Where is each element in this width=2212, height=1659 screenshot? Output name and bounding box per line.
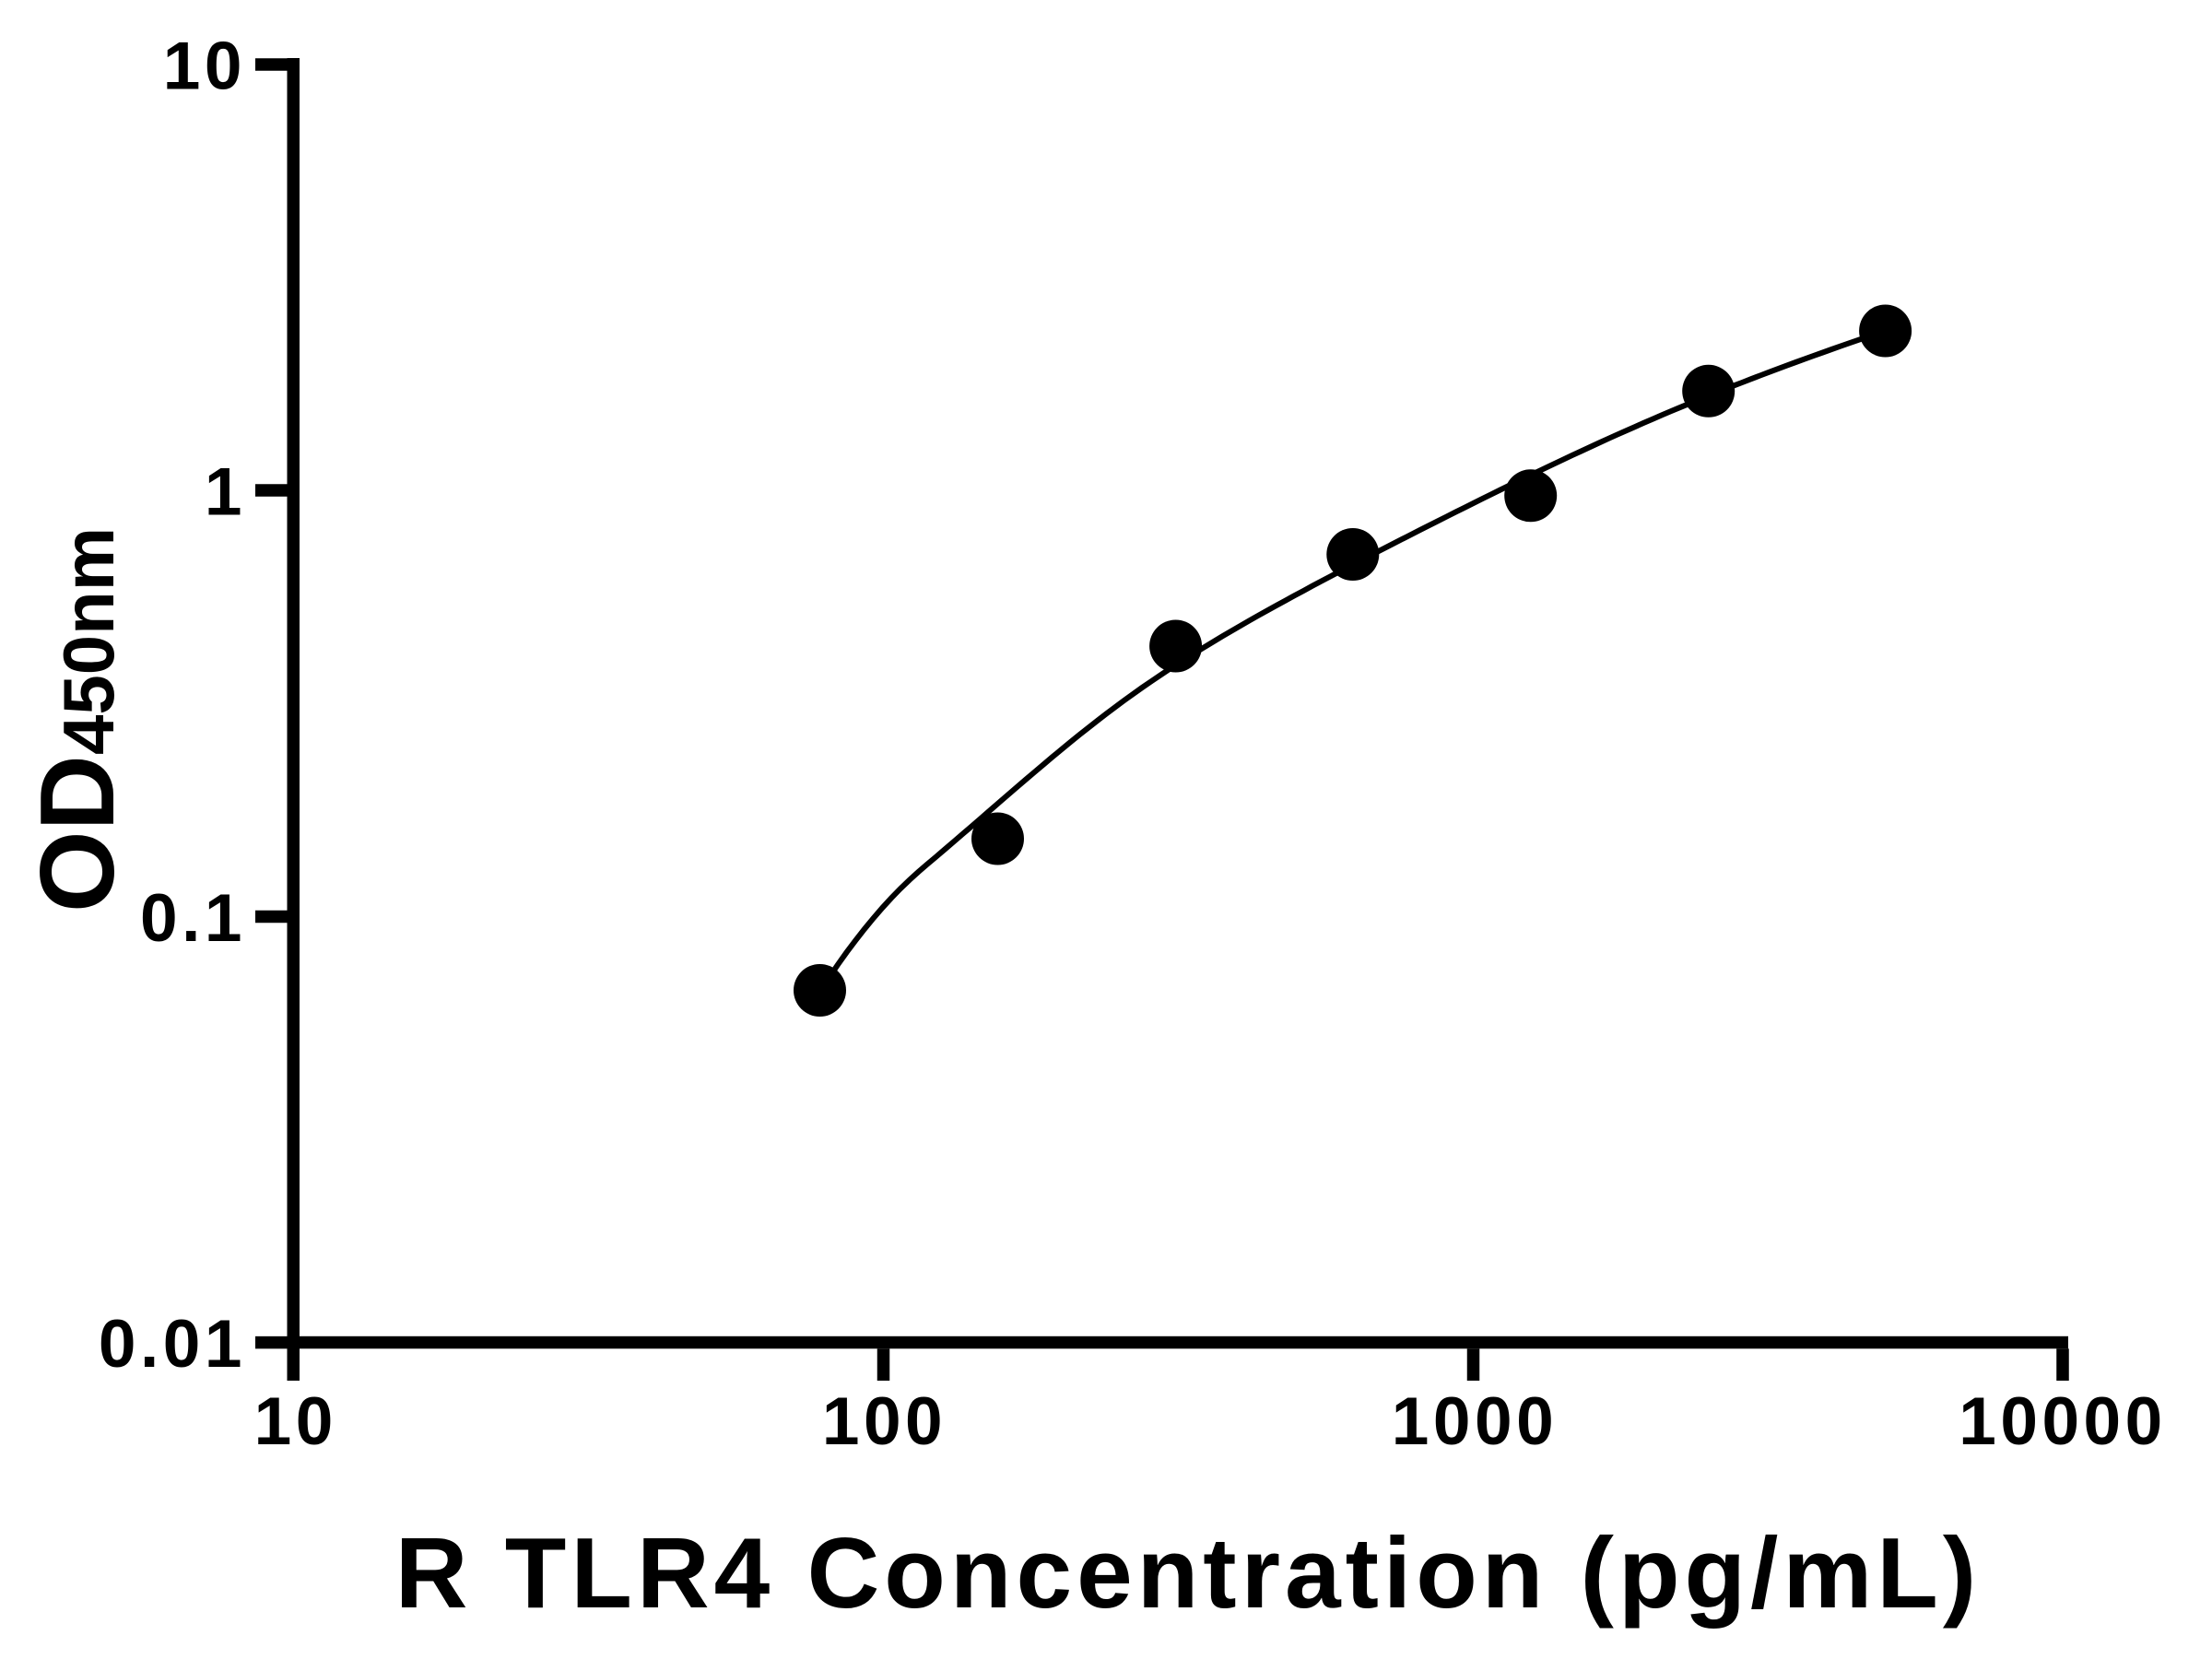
svg-text:0.1: 0.1 [140, 881, 246, 956]
svg-text:1: 1 [205, 455, 246, 530]
svg-text:10: 10 [163, 29, 246, 104]
svg-text:10: 10 [254, 1384, 337, 1459]
svg-text:0.01: 0.01 [99, 1307, 246, 1382]
svg-text:1000: 1000 [1392, 1384, 1558, 1459]
svg-text:R TLR4 Concentration (pg/mL): R TLR4 Concentration (pg/mL) [395, 1517, 1981, 1630]
svg-text:10000: 10000 [1959, 1384, 2167, 1459]
svg-text:100: 100 [822, 1384, 947, 1459]
